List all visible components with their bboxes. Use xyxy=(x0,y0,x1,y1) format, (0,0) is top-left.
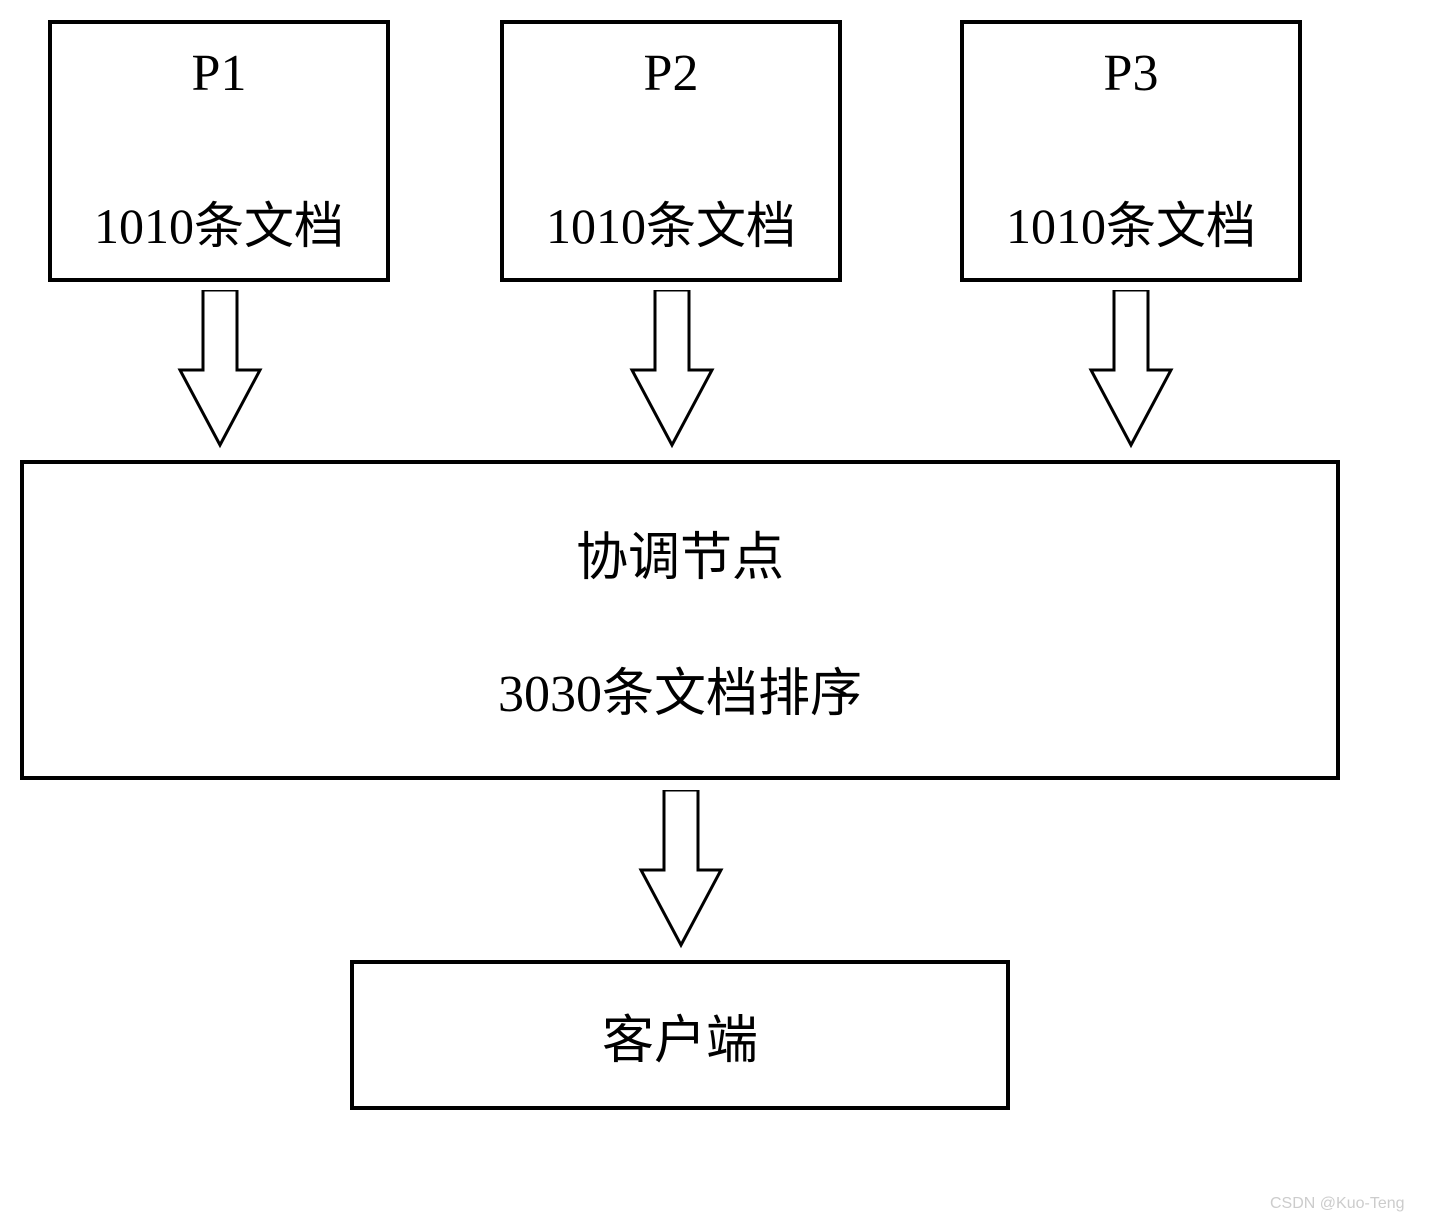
node-p3-subtitle: 1010条文档 xyxy=(1006,186,1256,258)
arrow-coordinator-client xyxy=(636,790,726,950)
node-p2-subtitle: 1010条文档 xyxy=(546,186,796,258)
watermark-text: CSDN @Kuo-Teng xyxy=(1270,1195,1405,1213)
node-p1: P1 1010条文档 xyxy=(48,20,390,282)
node-client: 客户端 xyxy=(350,960,1010,1110)
node-p3-title: P3 xyxy=(1104,44,1159,103)
diagram-container: P1 1010条文档 P2 1010条文档 P3 1010条文档 协调节点 30… xyxy=(0,0,1446,1224)
coordinator-subtitle: 3030条文档排序 xyxy=(498,651,862,726)
node-p1-subtitle: 1010条文档 xyxy=(94,186,344,258)
node-p1-title: P1 xyxy=(192,44,247,103)
arrow-p1-coordinator xyxy=(175,290,265,450)
node-p2-title: P2 xyxy=(644,44,699,103)
coordinator-title: 协调节点 xyxy=(576,515,784,590)
arrow-p2-coordinator xyxy=(627,290,717,450)
node-p3: P3 1010条文档 xyxy=(960,20,1302,282)
arrow-p3-coordinator xyxy=(1086,290,1176,450)
node-coordinator: 协调节点 3030条文档排序 xyxy=(20,460,1340,780)
client-title: 客户端 xyxy=(602,998,758,1073)
node-p2: P2 1010条文档 xyxy=(500,20,842,282)
